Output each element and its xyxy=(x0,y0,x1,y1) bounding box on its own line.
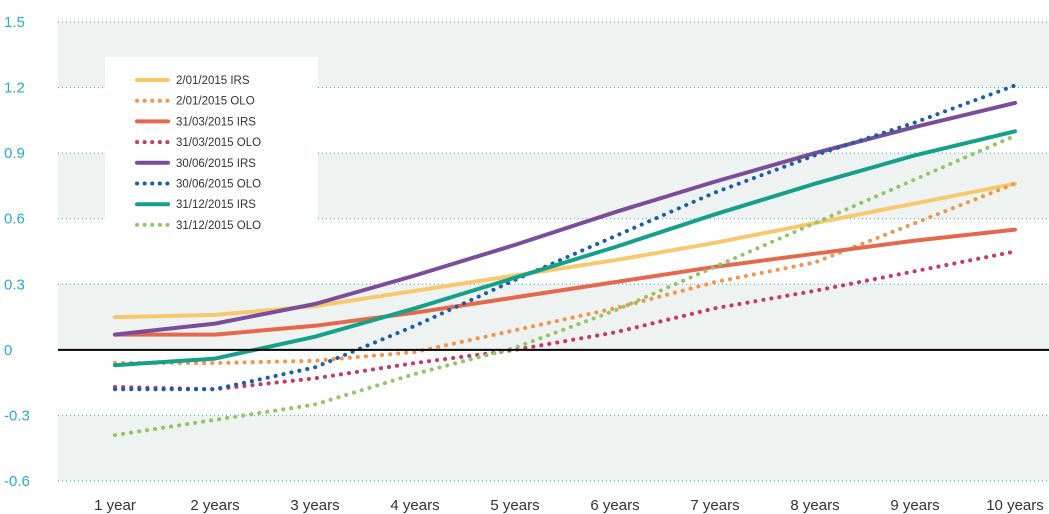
x-tick-label: 2 years xyxy=(190,497,239,514)
legend-label: 31/03/2015 OLO xyxy=(176,137,261,149)
legend-label: 30/06/2015 OLO xyxy=(176,179,261,191)
y-tick-label: -0.6 xyxy=(4,473,30,490)
background-band xyxy=(58,415,1049,481)
background-band xyxy=(58,284,1049,350)
series-line-2 xyxy=(113,181,1017,365)
legend-label: 31/12/2015 OLO xyxy=(176,220,261,232)
x-tick-label: 6 years xyxy=(590,497,639,514)
legend: 2/01/2015 IRS 2/01/2015 OLO 31/03/2015 IRS… xyxy=(105,57,318,240)
series-line-8 xyxy=(113,133,1017,438)
series-line-1 xyxy=(113,181,1017,320)
x-tick-label: 3 years xyxy=(290,497,339,514)
x-tick-label: 1 year xyxy=(94,497,136,514)
legend-label: 30/06/2015 IRS xyxy=(176,158,256,170)
y-axis-tick-labels: 1.5 1.2 0.9 0.6 0.3 0 -0.3 -0.6 xyxy=(4,14,30,490)
y-tick-label: 0.9 xyxy=(4,145,25,162)
legend-label: 31/12/2015 IRS xyxy=(176,199,256,211)
x-tick-label: 10 years xyxy=(986,497,1044,514)
legend-box xyxy=(105,57,318,240)
y-tick-label: -0.3 xyxy=(4,407,30,424)
legend-label: 31/03/2015 IRS xyxy=(176,116,256,128)
y-tick-label: 0.3 xyxy=(4,276,25,293)
series-line-3 xyxy=(113,227,1017,337)
y-tick-label: 1.2 xyxy=(4,80,25,97)
x-tick-label: 7 years xyxy=(690,497,739,514)
series-line-7 xyxy=(113,129,1017,368)
y-tick-label: 0.6 xyxy=(4,211,25,228)
legend-label: 2/01/2015 IRS xyxy=(176,75,250,87)
series-line-4 xyxy=(113,249,1017,392)
series-line-5 xyxy=(113,100,1017,337)
x-tick-label: 5 years xyxy=(490,497,539,514)
legend-label: 2/01/2015 OLO xyxy=(176,96,255,108)
y-tick-label: 0 xyxy=(4,342,12,359)
x-tick-label: 9 years xyxy=(890,497,939,514)
y-tick-label: 1.5 xyxy=(4,14,25,31)
x-tick-label: 8 years xyxy=(790,497,839,514)
series-lines xyxy=(113,83,1017,438)
x-tick-label: 4 years xyxy=(390,497,439,514)
x-axis-tick-labels: 1 year 2 years 3 years 4 years 5 years 6 year… xyxy=(94,497,1044,514)
